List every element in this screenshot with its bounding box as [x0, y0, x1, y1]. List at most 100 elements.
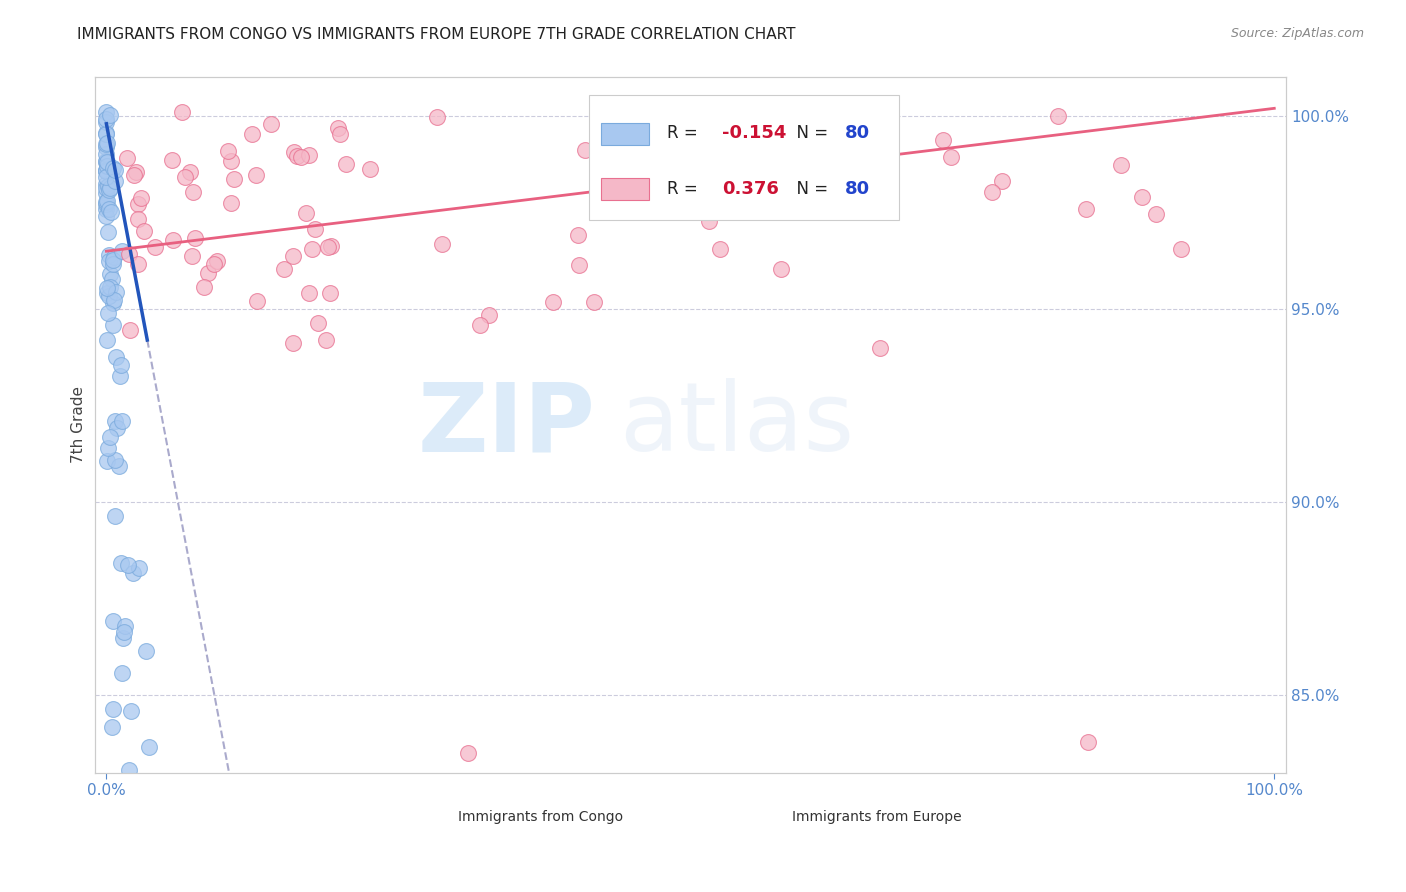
Point: [181, 185, 204, 199]
Point: [162, 233, 184, 247]
Point: [281, 335, 304, 350]
Point: [96, 163, 118, 178]
Point: [574, 143, 596, 157]
Point: [172, 105, 194, 120]
Point: [100, 205, 122, 219]
Point: [96, 285, 118, 300]
Point: [104, 163, 127, 178]
Text: Immigrants from Congo: Immigrants from Congo: [458, 810, 623, 824]
Point: [315, 333, 337, 347]
Point: [246, 293, 269, 308]
Point: [160, 153, 183, 168]
Point: [97, 225, 120, 239]
Point: [96, 453, 118, 467]
Point: [100, 280, 122, 294]
Point: [1109, 158, 1132, 172]
Point: [111, 665, 134, 680]
Point: [128, 561, 150, 575]
Point: [193, 279, 215, 293]
Text: Source: ZipAtlas.com: Source: ZipAtlas.com: [1230, 27, 1364, 40]
Point: [110, 556, 132, 570]
Point: [114, 619, 136, 633]
Point: [205, 253, 228, 268]
Text: IMMIGRANTS FROM CONGO VS IMMIGRANTS FROM EUROPE 7TH GRADE CORRELATION CHART: IMMIGRANTS FROM CONGO VS IMMIGRANTS FROM…: [77, 27, 796, 42]
Point: [184, 231, 207, 245]
Text: Immigrants from Europe: Immigrants from Europe: [792, 810, 962, 824]
Point: [568, 258, 591, 272]
Point: [301, 242, 323, 256]
Y-axis label: 7th Grade: 7th Grade: [72, 386, 86, 464]
Point: [329, 127, 352, 141]
Point: [125, 165, 148, 179]
Point: [709, 242, 731, 256]
Point: [118, 763, 141, 777]
Point: [101, 295, 124, 310]
Point: [96, 197, 118, 211]
Point: [104, 508, 127, 523]
Point: [97, 441, 120, 455]
Point: [96, 136, 118, 151]
Point: [104, 453, 127, 467]
Point: [101, 720, 124, 734]
Point: [118, 323, 141, 337]
Point: [96, 115, 118, 129]
Text: ZIP: ZIP: [418, 378, 595, 472]
Point: [98, 202, 121, 216]
Point: [101, 257, 124, 271]
Point: [97, 179, 120, 194]
Point: [1074, 202, 1097, 217]
Point: [304, 222, 326, 236]
Point: [122, 566, 145, 580]
Point: [541, 295, 564, 310]
FancyBboxPatch shape: [589, 95, 898, 220]
Point: [96, 162, 118, 177]
Point: [174, 170, 197, 185]
Point: [298, 285, 321, 300]
Point: [98, 181, 121, 195]
Point: [298, 148, 321, 162]
Text: 80: 80: [845, 179, 870, 198]
Point: [108, 458, 131, 473]
Point: [96, 126, 118, 140]
Point: [98, 289, 121, 303]
Point: [283, 145, 305, 159]
Point: [567, 227, 589, 242]
Point: [111, 414, 134, 428]
Point: [96, 127, 118, 141]
Point: [335, 157, 357, 171]
Point: [112, 625, 135, 640]
Text: N =: N =: [786, 179, 832, 198]
Point: [110, 369, 132, 384]
Point: [285, 149, 308, 163]
Point: [316, 240, 339, 254]
Point: [96, 202, 118, 216]
Point: [260, 117, 283, 131]
Point: [96, 194, 118, 208]
Point: [135, 643, 157, 657]
Point: [676, 150, 699, 164]
Point: [1046, 109, 1069, 123]
Point: [96, 170, 118, 185]
Point: [96, 163, 118, 178]
Bar: [416, 809, 446, 824]
Point: [869, 341, 891, 355]
Point: [96, 155, 118, 169]
Point: [666, 197, 689, 211]
Point: [432, 236, 454, 251]
Point: [98, 108, 121, 122]
Point: [319, 286, 342, 301]
Point: [127, 257, 149, 271]
Point: [98, 267, 121, 281]
Point: [117, 247, 139, 261]
Point: [981, 185, 1004, 199]
Text: R =: R =: [666, 124, 703, 142]
Point: [290, 150, 312, 164]
Point: [319, 239, 342, 253]
Point: [359, 161, 381, 176]
Point: [96, 136, 118, 150]
Point: [245, 168, 267, 182]
Point: [101, 615, 124, 629]
Point: [1144, 207, 1167, 221]
Point: [96, 210, 118, 224]
Point: [583, 295, 606, 310]
